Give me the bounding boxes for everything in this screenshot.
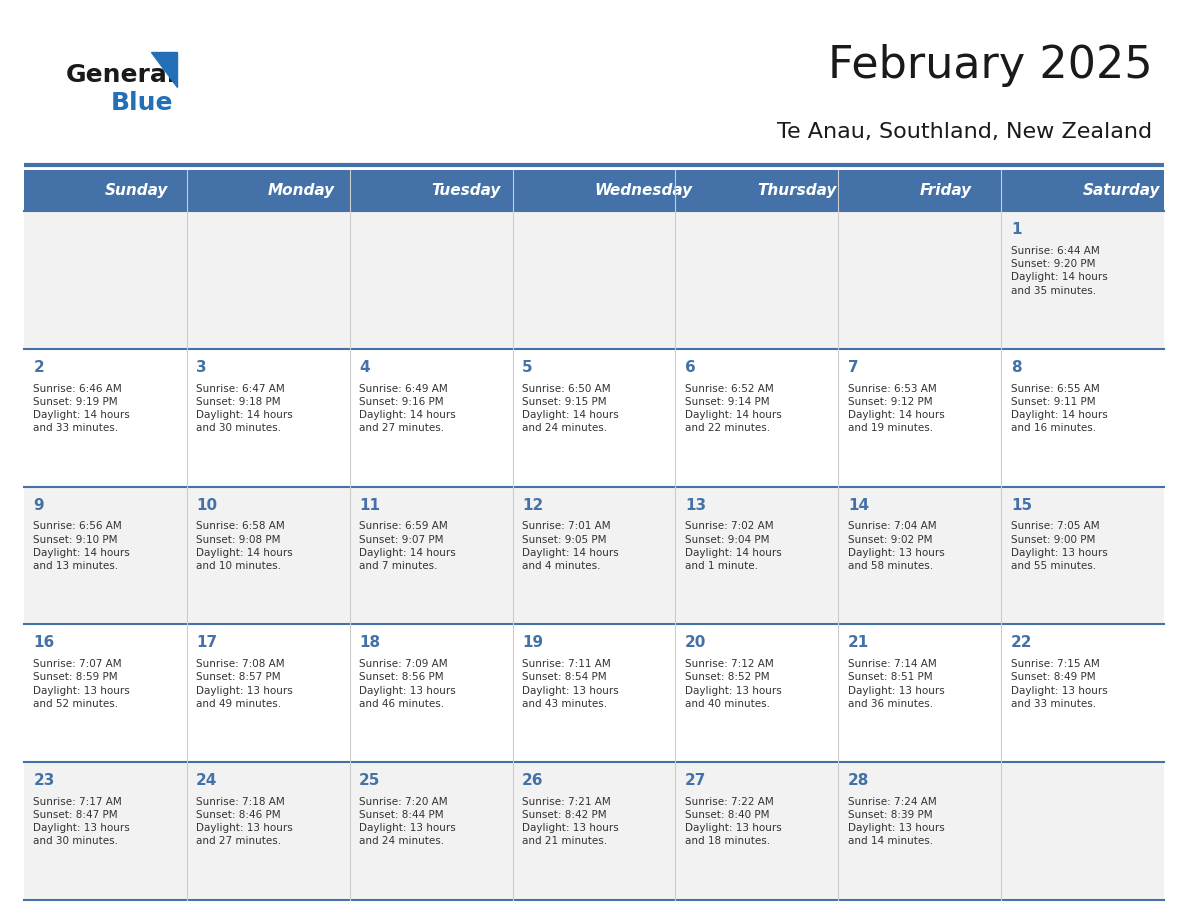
Text: 2: 2 (33, 360, 44, 375)
Text: February 2025: February 2025 (828, 44, 1152, 87)
Text: Sunrise: 6:56 AM
Sunset: 9:10 PM
Daylight: 14 hours
and 13 minutes.: Sunrise: 6:56 AM Sunset: 9:10 PM Dayligh… (33, 521, 129, 571)
Text: 16: 16 (33, 635, 55, 650)
Text: Wednesday: Wednesday (594, 183, 693, 198)
FancyBboxPatch shape (24, 487, 1164, 624)
Text: Sunrise: 7:21 AM
Sunset: 8:42 PM
Daylight: 13 hours
and 21 minutes.: Sunrise: 7:21 AM Sunset: 8:42 PM Dayligh… (522, 797, 619, 846)
Text: Sunrise: 6:55 AM
Sunset: 9:11 PM
Daylight: 14 hours
and 16 minutes.: Sunrise: 6:55 AM Sunset: 9:11 PM Dayligh… (1011, 384, 1107, 433)
Text: Sunrise: 7:08 AM
Sunset: 8:57 PM
Daylight: 13 hours
and 49 minutes.: Sunrise: 7:08 AM Sunset: 8:57 PM Dayligh… (196, 659, 293, 709)
Text: 28: 28 (848, 773, 870, 788)
Text: 23: 23 (33, 773, 55, 788)
Text: 19: 19 (522, 635, 543, 650)
Text: Sunrise: 7:17 AM
Sunset: 8:47 PM
Daylight: 13 hours
and 30 minutes.: Sunrise: 7:17 AM Sunset: 8:47 PM Dayligh… (33, 797, 129, 846)
Text: 20: 20 (685, 635, 707, 650)
FancyBboxPatch shape (24, 762, 1164, 900)
Text: Sunrise: 7:15 AM
Sunset: 8:49 PM
Daylight: 13 hours
and 33 minutes.: Sunrise: 7:15 AM Sunset: 8:49 PM Dayligh… (1011, 659, 1107, 709)
Text: Sunrise: 6:52 AM
Sunset: 9:14 PM
Daylight: 14 hours
and 22 minutes.: Sunrise: 6:52 AM Sunset: 9:14 PM Dayligh… (685, 384, 782, 433)
Text: Sunrise: 6:49 AM
Sunset: 9:16 PM
Daylight: 14 hours
and 27 minutes.: Sunrise: 6:49 AM Sunset: 9:16 PM Dayligh… (359, 384, 456, 433)
Text: 1: 1 (1011, 222, 1022, 237)
Text: Sunrise: 6:47 AM
Sunset: 9:18 PM
Daylight: 14 hours
and 30 minutes.: Sunrise: 6:47 AM Sunset: 9:18 PM Dayligh… (196, 384, 293, 433)
Polygon shape (151, 52, 177, 87)
Text: Sunrise: 6:46 AM
Sunset: 9:19 PM
Daylight: 14 hours
and 33 minutes.: Sunrise: 6:46 AM Sunset: 9:19 PM Dayligh… (33, 384, 129, 433)
Text: 10: 10 (196, 498, 217, 512)
Text: 17: 17 (196, 635, 217, 650)
Text: Sunrise: 6:50 AM
Sunset: 9:15 PM
Daylight: 14 hours
and 24 minutes.: Sunrise: 6:50 AM Sunset: 9:15 PM Dayligh… (522, 384, 619, 433)
Text: Sunrise: 7:24 AM
Sunset: 8:39 PM
Daylight: 13 hours
and 14 minutes.: Sunrise: 7:24 AM Sunset: 8:39 PM Dayligh… (848, 797, 944, 846)
Text: 6: 6 (685, 360, 696, 375)
Text: Sunrise: 7:18 AM
Sunset: 8:46 PM
Daylight: 13 hours
and 27 minutes.: Sunrise: 7:18 AM Sunset: 8:46 PM Dayligh… (196, 797, 293, 846)
Text: Sunrise: 7:09 AM
Sunset: 8:56 PM
Daylight: 13 hours
and 46 minutes.: Sunrise: 7:09 AM Sunset: 8:56 PM Dayligh… (359, 659, 456, 709)
Text: 5: 5 (522, 360, 532, 375)
Text: General: General (65, 63, 176, 87)
Text: Sunrise: 7:01 AM
Sunset: 9:05 PM
Daylight: 14 hours
and 4 minutes.: Sunrise: 7:01 AM Sunset: 9:05 PM Dayligh… (522, 521, 619, 571)
Text: Sunrise: 6:44 AM
Sunset: 9:20 PM
Daylight: 14 hours
and 35 minutes.: Sunrise: 6:44 AM Sunset: 9:20 PM Dayligh… (1011, 246, 1107, 296)
Text: 21: 21 (848, 635, 870, 650)
Text: 4: 4 (359, 360, 369, 375)
FancyBboxPatch shape (24, 170, 1164, 211)
Text: Sunday: Sunday (106, 183, 169, 198)
FancyBboxPatch shape (24, 624, 1164, 762)
Text: 11: 11 (359, 498, 380, 512)
Text: Saturday: Saturday (1082, 183, 1161, 198)
Text: 18: 18 (359, 635, 380, 650)
Text: Blue: Blue (110, 91, 173, 115)
Text: 26: 26 (522, 773, 544, 788)
Text: 22: 22 (1011, 635, 1032, 650)
FancyBboxPatch shape (24, 349, 1164, 487)
Text: Sunrise: 7:05 AM
Sunset: 9:00 PM
Daylight: 13 hours
and 55 minutes.: Sunrise: 7:05 AM Sunset: 9:00 PM Dayligh… (1011, 521, 1107, 571)
FancyBboxPatch shape (24, 211, 1164, 349)
Text: Friday: Friday (920, 183, 972, 198)
Text: Tuesday: Tuesday (431, 183, 500, 198)
Text: Sunrise: 7:14 AM
Sunset: 8:51 PM
Daylight: 13 hours
and 36 minutes.: Sunrise: 7:14 AM Sunset: 8:51 PM Dayligh… (848, 659, 944, 709)
Text: Sunrise: 7:11 AM
Sunset: 8:54 PM
Daylight: 13 hours
and 43 minutes.: Sunrise: 7:11 AM Sunset: 8:54 PM Dayligh… (522, 659, 619, 709)
Text: Thursday: Thursday (757, 183, 836, 198)
Text: Sunrise: 7:12 AM
Sunset: 8:52 PM
Daylight: 13 hours
and 40 minutes.: Sunrise: 7:12 AM Sunset: 8:52 PM Dayligh… (685, 659, 782, 709)
Text: 8: 8 (1011, 360, 1022, 375)
Text: Te Anau, Southland, New Zealand: Te Anau, Southland, New Zealand (777, 122, 1152, 142)
Text: 12: 12 (522, 498, 543, 512)
Text: 9: 9 (33, 498, 44, 512)
Text: Sunrise: 6:53 AM
Sunset: 9:12 PM
Daylight: 14 hours
and 19 minutes.: Sunrise: 6:53 AM Sunset: 9:12 PM Dayligh… (848, 384, 944, 433)
Text: 3: 3 (196, 360, 207, 375)
Text: 14: 14 (848, 498, 868, 512)
Text: 7: 7 (848, 360, 859, 375)
Text: 15: 15 (1011, 498, 1032, 512)
Text: Sunrise: 7:07 AM
Sunset: 8:59 PM
Daylight: 13 hours
and 52 minutes.: Sunrise: 7:07 AM Sunset: 8:59 PM Dayligh… (33, 659, 129, 709)
Text: Sunrise: 6:59 AM
Sunset: 9:07 PM
Daylight: 14 hours
and 7 minutes.: Sunrise: 6:59 AM Sunset: 9:07 PM Dayligh… (359, 521, 456, 571)
Text: Sunrise: 7:02 AM
Sunset: 9:04 PM
Daylight: 14 hours
and 1 minute.: Sunrise: 7:02 AM Sunset: 9:04 PM Dayligh… (685, 521, 782, 571)
Text: 13: 13 (685, 498, 706, 512)
Text: Sunrise: 7:20 AM
Sunset: 8:44 PM
Daylight: 13 hours
and 24 minutes.: Sunrise: 7:20 AM Sunset: 8:44 PM Dayligh… (359, 797, 456, 846)
Text: Monday: Monday (268, 183, 335, 198)
Text: Sunrise: 6:58 AM
Sunset: 9:08 PM
Daylight: 14 hours
and 10 minutes.: Sunrise: 6:58 AM Sunset: 9:08 PM Dayligh… (196, 521, 293, 571)
Text: 25: 25 (359, 773, 380, 788)
Text: Sunrise: 7:04 AM
Sunset: 9:02 PM
Daylight: 13 hours
and 58 minutes.: Sunrise: 7:04 AM Sunset: 9:02 PM Dayligh… (848, 521, 944, 571)
Text: 24: 24 (196, 773, 217, 788)
Text: Sunrise: 7:22 AM
Sunset: 8:40 PM
Daylight: 13 hours
and 18 minutes.: Sunrise: 7:22 AM Sunset: 8:40 PM Dayligh… (685, 797, 782, 846)
Text: 27: 27 (685, 773, 707, 788)
